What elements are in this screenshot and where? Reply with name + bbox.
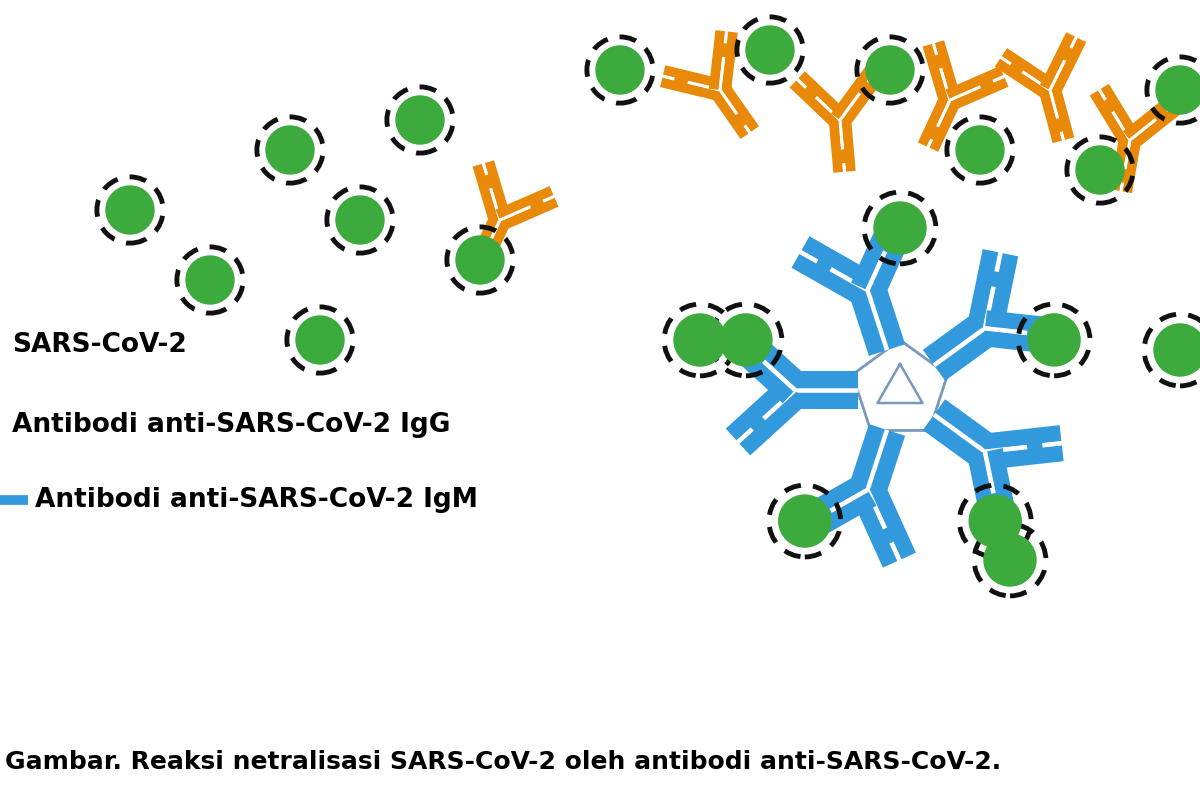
- Circle shape: [746, 26, 794, 74]
- Circle shape: [296, 316, 344, 364]
- Text: SARS-CoV-2: SARS-CoV-2: [12, 332, 187, 358]
- Circle shape: [1154, 324, 1200, 376]
- Circle shape: [970, 495, 1021, 547]
- Text: Gambar. Reaksi netralisasi SARS-CoV-2 oleh antibodi anti-SARS-CoV-2.: Gambar. Reaksi netralisasi SARS-CoV-2 ol…: [5, 750, 1001, 774]
- Circle shape: [596, 46, 644, 94]
- Circle shape: [266, 126, 314, 174]
- Circle shape: [186, 256, 234, 304]
- Text: Antibodi anti-SARS-CoV-2 IgM: Antibodi anti-SARS-CoV-2 IgM: [35, 487, 478, 513]
- Circle shape: [1156, 66, 1200, 114]
- Circle shape: [106, 186, 154, 234]
- Circle shape: [674, 314, 726, 366]
- Circle shape: [1028, 314, 1080, 366]
- Circle shape: [779, 495, 830, 547]
- Text: Antibodi anti-SARS-CoV-2 IgG: Antibodi anti-SARS-CoV-2 IgG: [12, 412, 450, 438]
- Circle shape: [336, 196, 384, 244]
- Circle shape: [866, 46, 914, 94]
- Circle shape: [1076, 146, 1124, 194]
- Circle shape: [874, 202, 926, 254]
- Circle shape: [956, 126, 1004, 174]
- Circle shape: [720, 314, 772, 366]
- Circle shape: [456, 236, 504, 284]
- Circle shape: [396, 96, 444, 144]
- Circle shape: [984, 534, 1036, 586]
